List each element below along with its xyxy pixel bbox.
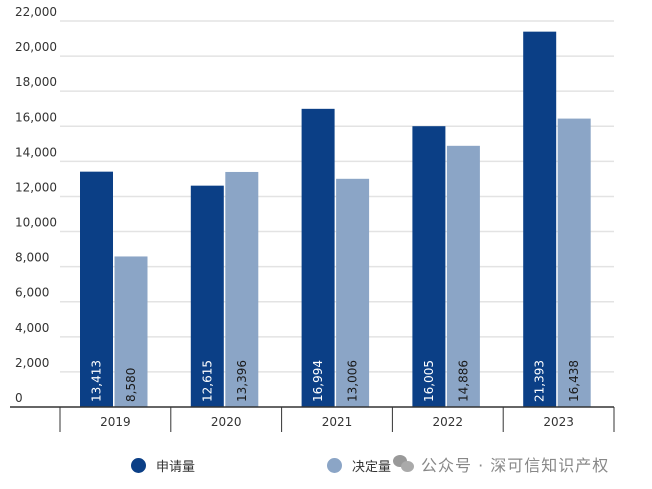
y-tick-label: 18,000	[15, 75, 57, 89]
watermark-text: 公众号 · 深可信知识产权	[421, 456, 610, 475]
legend-label-decision: 决定量	[352, 460, 392, 475]
bar-decision	[446, 145, 480, 407]
x-tick-label: 2022	[433, 415, 464, 429]
data-label: 16,438	[567, 360, 581, 402]
data-label: 12,615	[200, 360, 214, 402]
data-label: 14,886	[456, 360, 470, 402]
data-label: 21,393	[533, 360, 547, 402]
x-tick-label: 2021	[322, 415, 353, 429]
y-tick-label: 12,000	[15, 180, 57, 194]
y-tick-label: 2,000	[15, 356, 49, 370]
bar-application	[190, 185, 224, 407]
x-tick-label: 2020	[211, 415, 242, 429]
bar-decision	[557, 118, 591, 407]
data-label: 13,413	[90, 360, 104, 402]
bar-decision	[336, 178, 370, 407]
data-label: 13,396	[235, 360, 249, 402]
legend-label-application: 申请量	[156, 460, 196, 475]
y-tick-label: 6,000	[15, 286, 49, 300]
x-tick-label: 2019	[100, 415, 131, 429]
data-label: 16,994	[311, 360, 325, 402]
bar-application	[412, 126, 446, 407]
y-tick-label: 14,000	[15, 145, 57, 159]
y-tick-label: 22,000	[15, 5, 57, 19]
data-label: 13,006	[346, 360, 360, 402]
watermark: 公众号 · 深可信知识产权	[393, 452, 609, 476]
bar-application	[301, 108, 335, 407]
y-tick-label: 10,000	[15, 216, 57, 230]
wechat-icon	[393, 455, 415, 473]
y-tick-label: 0	[15, 391, 23, 405]
data-label: 16,005	[422, 360, 436, 402]
legend-item-decision: 决定量	[327, 456, 391, 475]
bar-application	[523, 31, 557, 408]
x-tick-label: 2023	[543, 415, 574, 429]
y-tick-label: 20,000	[15, 40, 57, 54]
legend-marker-decision	[327, 458, 342, 473]
y-tick-label: 4,000	[15, 321, 49, 335]
legend-item-application: 申请量	[131, 456, 195, 475]
bar-application	[80, 171, 113, 407]
legend-marker-application	[131, 458, 146, 473]
data-label: 8,580	[124, 368, 138, 402]
y-tick-label: 16,000	[15, 110, 57, 124]
bar-decision	[114, 256, 148, 407]
bar-decision	[225, 171, 259, 407]
y-tick-label: 8,000	[15, 251, 49, 265]
